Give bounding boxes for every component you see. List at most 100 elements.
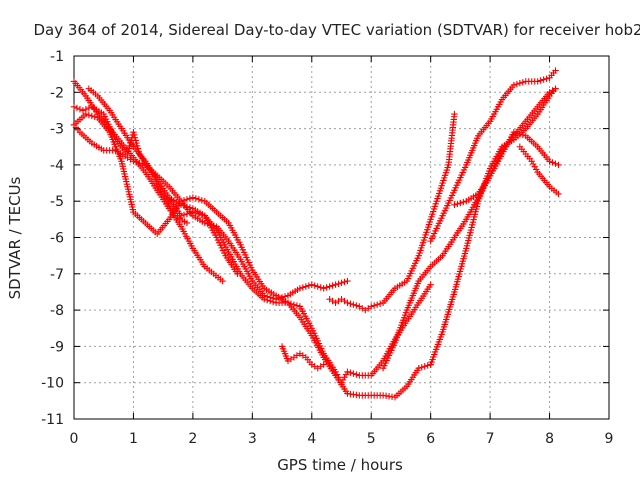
data-point <box>341 278 348 286</box>
y-tick-label: -5 <box>50 194 64 210</box>
data-point <box>376 300 384 307</box>
data-point <box>516 130 524 138</box>
data-point <box>326 283 333 290</box>
y-tick-label: -8 <box>50 303 64 319</box>
y-tick-label: -9 <box>50 339 64 355</box>
data-point <box>189 194 197 201</box>
data-point <box>543 75 550 82</box>
data-point <box>133 139 140 147</box>
data-point <box>510 129 518 136</box>
data-point <box>133 158 140 166</box>
data-point <box>510 81 518 89</box>
series-12 <box>451 129 562 209</box>
data-point <box>302 283 310 290</box>
x-tick-label: 3 <box>248 431 257 447</box>
y-tick-label: -3 <box>50 122 64 138</box>
x-tick-label: 4 <box>307 431 316 447</box>
data-point <box>347 300 354 307</box>
data-point <box>546 158 553 165</box>
data-point <box>552 85 559 92</box>
data-point <box>451 201 458 209</box>
x-tick-label: 8 <box>545 431 554 447</box>
data-point <box>530 160 537 168</box>
data-point <box>513 80 521 88</box>
data-point <box>130 131 138 139</box>
data-point <box>451 110 458 118</box>
x-tick-label: 2 <box>188 431 197 447</box>
data-point <box>299 284 307 291</box>
x-tick-label: 7 <box>486 431 495 447</box>
data-point <box>370 302 378 309</box>
tick-labels: 0 1 2 3 4 5 6 7 8 9 -1 -2 -3 -4 -5 -6 -7 -8 -9 -10 -11 <box>41 49 613 447</box>
data-point <box>177 212 185 219</box>
data-point <box>332 368 339 376</box>
data-point <box>132 137 139 144</box>
y-tick-label: -2 <box>50 85 64 101</box>
data-point <box>130 158 137 165</box>
series-4 <box>70 121 351 303</box>
x-tick-label: 1 <box>129 431 138 447</box>
data-point <box>287 300 295 307</box>
data-point <box>323 284 330 291</box>
y-tick-label: -7 <box>50 267 64 283</box>
data-point <box>130 129 137 136</box>
data-point <box>424 362 431 369</box>
data-point <box>457 199 464 207</box>
data-point <box>177 201 185 209</box>
series-8 <box>326 110 458 314</box>
data-point <box>454 200 461 208</box>
series-10 <box>427 67 559 245</box>
data-point <box>186 195 194 202</box>
data-point <box>290 301 298 308</box>
chart-title: Day 364 of 2014, Sidereal Day-to-day VTE… <box>33 21 640 39</box>
x-axis-label: GPS time / hours <box>277 456 403 474</box>
data-point <box>125 148 132 155</box>
data-point <box>368 303 375 310</box>
data-point <box>338 279 345 287</box>
y-tick-label: -1 <box>50 49 64 65</box>
data-point <box>335 374 342 381</box>
series-7 <box>278 343 327 372</box>
data-point <box>296 285 304 292</box>
data-point <box>192 195 200 202</box>
data-point <box>311 282 318 289</box>
data-point <box>344 299 351 307</box>
series-13 <box>516 143 562 198</box>
data-point <box>82 110 90 118</box>
data-point <box>373 301 381 308</box>
data-point <box>339 376 347 384</box>
data-point <box>333 371 341 378</box>
x-tick-label: 0 <box>70 431 79 447</box>
y-axis-label: SDTVAR / TECUs <box>6 176 24 299</box>
data-point <box>344 368 351 376</box>
data-point <box>317 284 324 291</box>
data-point <box>281 293 289 300</box>
data-point <box>186 204 194 211</box>
data-point <box>131 134 139 141</box>
data-point <box>263 296 271 304</box>
data-point <box>219 277 226 285</box>
data-point <box>79 107 87 114</box>
data-point <box>421 363 428 370</box>
data-point <box>180 197 188 204</box>
x-tick-label: 6 <box>426 431 435 447</box>
data-point <box>350 301 357 308</box>
data-point <box>183 196 191 203</box>
data-point <box>347 369 354 376</box>
data-point <box>427 281 434 288</box>
data-point <box>555 161 562 169</box>
data-point <box>519 131 527 139</box>
data-point <box>415 364 422 372</box>
grid <box>74 56 609 419</box>
data-point <box>85 104 93 112</box>
data-point <box>341 374 348 381</box>
data-point <box>418 364 425 371</box>
data-point <box>85 111 93 119</box>
data-point <box>353 302 360 309</box>
data-point <box>549 159 556 166</box>
data-point <box>338 379 345 386</box>
data-markers <box>70 67 562 401</box>
data-point <box>513 129 521 137</box>
